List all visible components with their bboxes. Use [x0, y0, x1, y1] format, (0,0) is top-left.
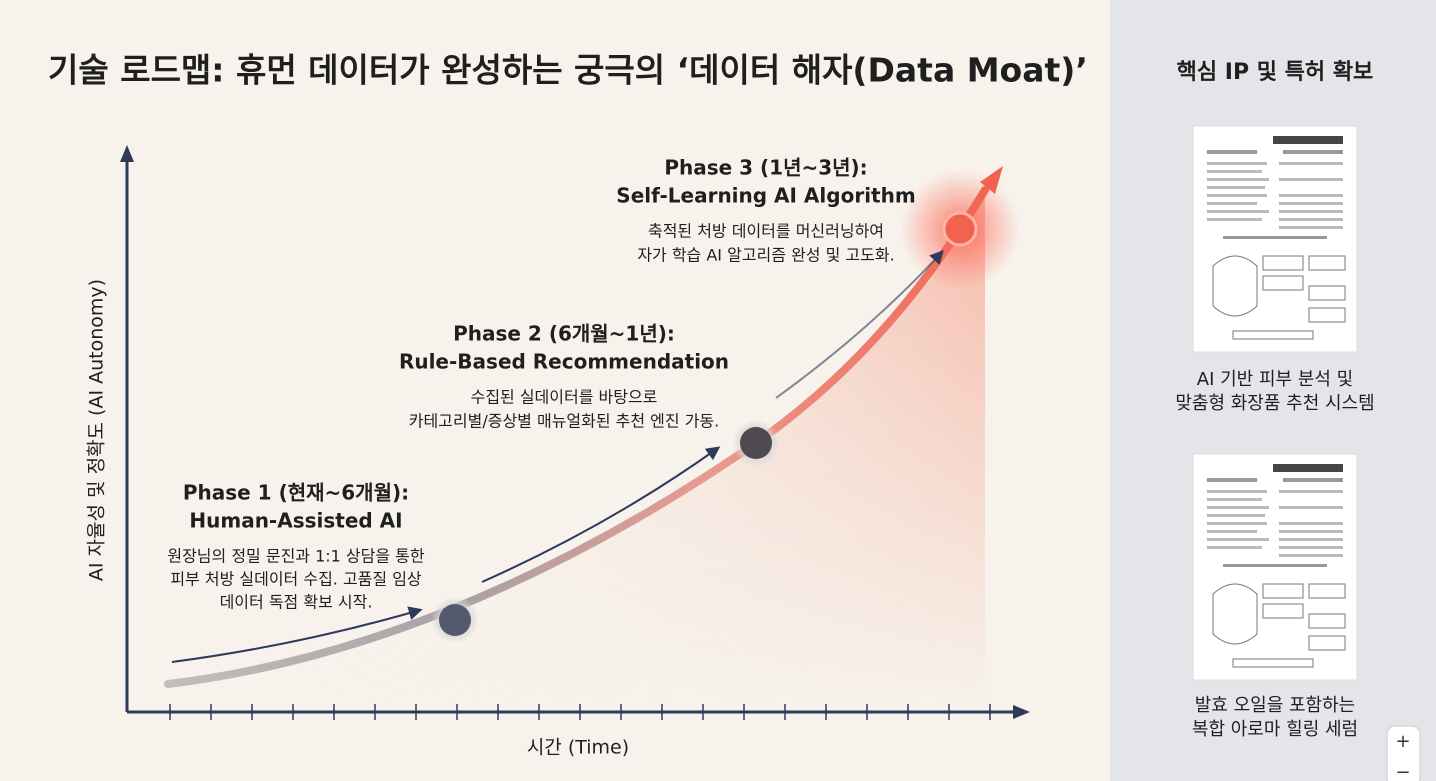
phase-description: 카테고리별/증상별 매뉴얼화된 추천 엔진 가동.: [409, 412, 720, 431]
zoom-in-button[interactable]: +: [1395, 731, 1410, 752]
title: 기술 로드맵: 휴먼 데이터가 완성하는 궁극의 ‘데이터 해자(Data Mo…: [48, 51, 1088, 90]
growth-curve: [164, 186, 989, 688]
phase-subtitle: Self-Learning AI Algorithm: [616, 184, 915, 208]
zoom-out-button[interactable]: −: [1395, 762, 1410, 781]
phase-description: 원장님의 정밀 문진과 1:1 상담을 통한: [167, 547, 425, 566]
sidebar-title: 핵심 IP 및 특허 확보: [1177, 60, 1374, 85]
milestone-point: [740, 427, 772, 459]
patent-caption: 복합 아로마 힐링 세럼: [1192, 719, 1358, 740]
zoom-panel: [1386, 725, 1421, 781]
phase-description: 피부 처방 실데이터 수집. 고품질 임상: [170, 570, 422, 589]
phase-description: 수집된 실데이터를 바탕으로: [471, 388, 658, 407]
trend-arrow: [171, 606, 423, 663]
phase-description: 데이터 독점 확보 시작.: [220, 593, 373, 612]
patent-document: [1192, 125, 1358, 353]
y-axis-arrow: [120, 145, 134, 162]
trend-arrow: [775, 249, 944, 399]
x-axis-arrow: [1013, 705, 1030, 719]
x-axis-label: 시간 (Time): [527, 737, 629, 759]
y-axis-label: AI 자율성 및 정확도 (AI Autonomy): [86, 279, 108, 581]
phase-subtitle: Rule-Based Recommendation: [399, 350, 729, 374]
milestone-point: [942, 211, 978, 247]
patent-document: [1192, 453, 1358, 681]
phase-description: 축적된 처방 데이터를 머신러닝하여: [648, 222, 884, 241]
phase-subtitle: Human-Assisted AI: [189, 509, 402, 533]
patent-caption: 맞춤형 화장품 추천 시스템: [1175, 393, 1374, 414]
phase-description: 자가 학습 AI 알고리즘 완성 및 고도화.: [637, 246, 894, 265]
curve-arrowhead: [980, 166, 1003, 194]
patent-caption: 발효 오일을 포함하는: [1195, 695, 1355, 716]
growth-area: [168, 190, 985, 712]
trend-arrow: [481, 446, 721, 583]
phase-title: Phase 1 (현재~6개월):: [183, 481, 409, 505]
milestone-point: [439, 604, 471, 636]
x-axis-ticks: [169, 704, 991, 720]
patent-caption: AI 기반 피부 분석 및: [1197, 369, 1353, 390]
phase-title: Phase 2 (6개월~1년):: [453, 322, 675, 346]
phase-title: Phase 3 (1년~3년):: [664, 156, 867, 180]
